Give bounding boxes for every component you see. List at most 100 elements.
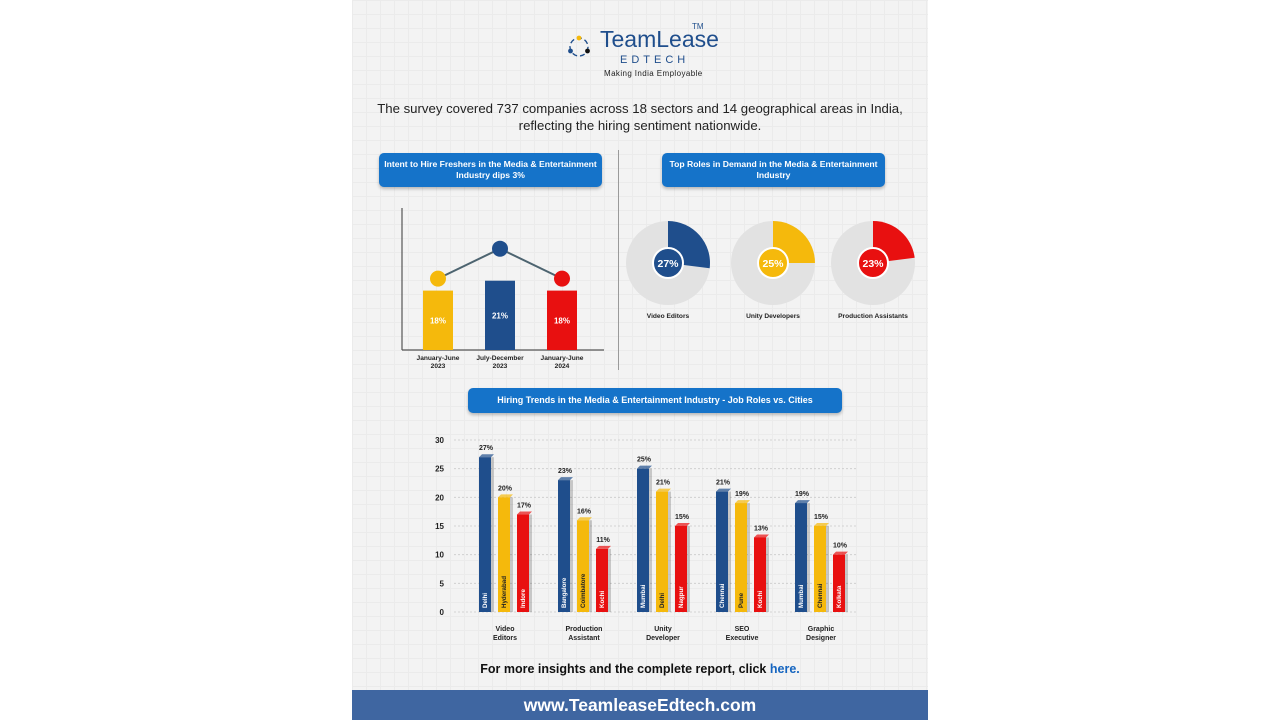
panel-divider [618,150,619,370]
trend-bar-cap [814,523,829,526]
trend-value-label: 15% [675,514,690,521]
trend-bar [498,497,510,612]
trend-bar-cap [577,517,592,521]
trend-value-label: 15% [814,514,829,521]
infographic-page: TeamLease TM EDTECH Making India Employa… [352,0,928,720]
donut-role-label: Production Assistants [838,313,908,320]
logo-tagline: Making India Employable [604,69,703,78]
trend-city-label: Bangalore [561,577,568,608]
trend-city-label: Chennai [719,583,726,608]
donut-value-label: 25% [762,258,784,270]
trend-city-label: Indore [520,589,527,608]
trend-bar-side [529,514,532,612]
trend-bar-cap [833,551,848,555]
intent-bar-label: 18% [430,316,446,325]
trend-bar-cap [558,477,573,481]
intent-bar-label: 21% [492,311,508,320]
trend-bar-side [608,548,611,612]
trend-bar-cap [498,494,513,498]
trend-bar-side [747,503,750,612]
trend-bar [754,537,766,612]
intent-bar [547,290,577,350]
trend-bar [596,548,608,612]
trend-bar-side [687,526,690,612]
y-tick-label: 0 [440,608,445,617]
trend-value-label: 10% [833,543,848,550]
trend-bar [517,514,529,612]
website-link[interactable]: www.TeamleaseEdtech.com [523,695,757,715]
trend-value-label: 21% [656,480,671,487]
donut-center [757,247,789,279]
trend-bar-side [826,526,829,612]
trend-bar-side [766,537,769,612]
trend-value-label: 20% [498,485,513,492]
trend-bar [656,491,668,612]
intent-x-label: July-December 2023 [476,355,524,370]
hiring-trends-title: Hiring Trends in the Media & Entertainme… [468,388,842,413]
intent-trend-marker [430,270,446,287]
report-link[interactable]: here. [769,662,800,676]
trend-bar-cap [795,500,810,504]
logo-sub-text: EDTECH [620,54,690,66]
trend-city-label: Mumbai [640,584,647,608]
trend-bar [814,526,826,612]
trend-value-label: 21% [716,480,731,487]
trend-city-label: Delhi [659,593,666,608]
trend-bar-side [668,491,671,612]
trend-value-label: 19% [735,491,750,498]
trend-bar-cap [517,511,532,515]
trend-city-label: Delhi [482,593,489,608]
trend-value-label: 25% [637,457,652,464]
donut-center [652,247,684,279]
trend-bar-cap [716,488,731,492]
trend-bar [479,457,491,612]
trend-category-label: Graphic Designer [806,626,836,642]
trend-bar-cap [675,523,690,526]
top-roles-title: Top Roles in Demand in the Media & Enter… [662,153,885,187]
donut-role-label: Video Editors [647,313,690,320]
donut-value-label: 27% [657,258,679,270]
trend-value-label: 17% [517,503,532,510]
trend-bar [675,526,687,612]
intent-trend-marker [554,270,570,287]
trend-bar [795,503,807,612]
trend-value-label: 11% [596,537,610,544]
trend-bar-side [807,503,810,612]
trend-bar [716,491,728,612]
intent-x-label: January-June 2023 [417,355,460,370]
trend-value-label: 27% [479,445,494,452]
trend-bar [637,468,649,612]
y-tick-label: 10 [435,551,444,560]
trend-city-label: Chennai [817,583,824,608]
trend-bar [735,503,747,612]
intent-bar-label: 18% [554,316,570,325]
intent-x-label: January-June 2024 [541,355,584,370]
trend-bar-cap [735,500,750,504]
trend-city-label: Hyderabad [501,576,508,608]
trend-bar-side [845,554,848,612]
trend-bar-cap [596,545,611,549]
trend-city-label: Kochi [599,591,606,608]
trend-bar-cap [656,488,671,492]
trend-bar-side [728,491,731,612]
trend-bar-side [589,520,592,612]
logo-ring-icon [568,35,590,57]
survey-intro-text: The survey covered 737 companies across … [377,101,903,133]
hiring-intent-title: Intent to Hire Freshers in the Media & E… [379,153,602,187]
trend-bar-cap [754,534,769,538]
trend-category-label: Production Assistant [566,626,603,642]
footer-bar: www.TeamleaseEdtech.com [352,690,928,720]
trend-bar-cap [479,454,494,458]
teamlease-logo[interactable]: TeamLease TM EDTECH Making India Employa… [564,22,724,82]
hiring-intent-chart: 18% January-June 2023 21% July-December 2023 1… [401,208,604,370]
trend-value-label: 13% [754,525,769,532]
y-tick-label: 5 [440,579,445,588]
trend-bar-side [649,468,652,612]
trend-bar-side [510,497,513,612]
y-tick-label: 25 [435,465,444,474]
donut-value-label: 23% [862,258,884,270]
trend-bar-cap [637,465,652,469]
trend-category-label: SEO Executive [726,626,759,642]
y-tick-label: 15 [435,522,444,531]
y-tick-label: 30 [435,436,444,445]
